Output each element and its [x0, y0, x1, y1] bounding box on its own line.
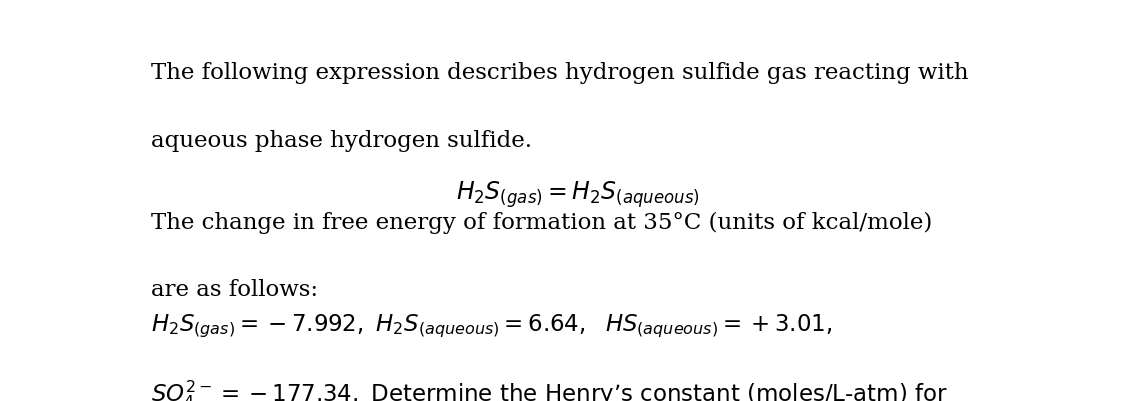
Text: $SO_4^{2-} = -177.34.\mathrm{\ Determine\ the\ Henry’s\ constant\ (moles/L\text{: $SO_4^{2-} = -177.34.\mathrm{\ Determine… [151, 377, 949, 401]
Text: aqueous phase hydrogen sulfide.: aqueous phase hydrogen sulfide. [151, 130, 532, 152]
Text: $H_2S_{(gas)} = -7.992,\ H_2S_{(aqueous)} = 6.64,\ \ HS_{(aqueous)} = +3.01,$: $H_2S_{(gas)} = -7.992,\ H_2S_{(aqueous)… [151, 312, 832, 340]
Text: The change in free energy of formation at 35°C (units of kcal/mole): The change in free energy of formation a… [151, 212, 933, 234]
Text: are as follows:: are as follows: [151, 278, 318, 300]
Text: The following expression describes hydrogen sulfide gas reacting with: The following expression describes hydro… [151, 62, 969, 84]
Text: $H_2S_{(gas)} = H_2S_{(aqueous)}$: $H_2S_{(gas)} = H_2S_{(aqueous)}$ [456, 179, 700, 210]
